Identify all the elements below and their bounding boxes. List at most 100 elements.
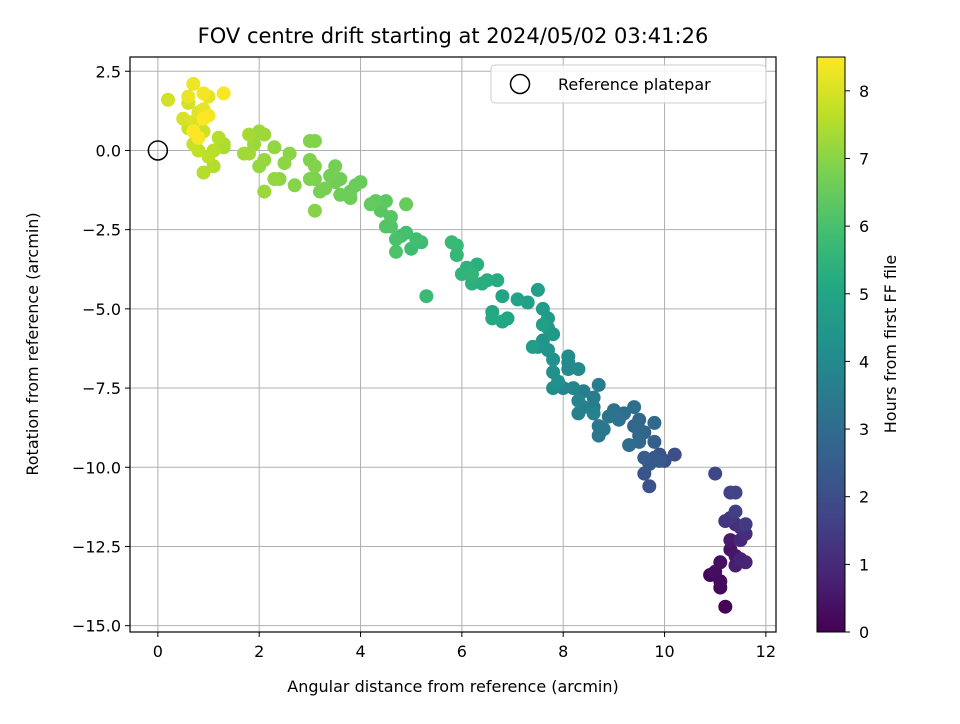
y-tick-label-2: −2.5 <box>82 221 121 240</box>
data-point-75 <box>535 317 550 332</box>
data-point-86 <box>475 276 490 291</box>
data-point-148 <box>211 130 226 145</box>
data-point-166 <box>216 86 231 101</box>
colorbar-tick-label-7: 7 <box>859 149 869 168</box>
colorbar-tick-label-8: 8 <box>859 82 869 101</box>
data-point-56 <box>571 393 586 408</box>
legend-marker-reference <box>509 73 531 95</box>
data-point-18 <box>738 517 753 532</box>
axes-frame <box>129 56 777 633</box>
data-point-127 <box>307 134 322 148</box>
data-point-57 <box>566 381 581 396</box>
data-point-21 <box>728 485 743 500</box>
data-point-164 <box>196 86 211 101</box>
data-point-137 <box>257 184 272 199</box>
y-tick-label-6: −12.5 <box>72 537 121 556</box>
data-point-143 <box>242 127 257 142</box>
x-tick-label-0: 0 <box>153 642 163 661</box>
legend-entry-reference: Reference platepar <box>558 75 711 94</box>
data-point-168 <box>186 124 201 139</box>
data-point-142 <box>237 146 251 161</box>
data-point-94 <box>444 235 459 250</box>
data-point-48 <box>596 422 611 437</box>
data-point-37 <box>632 422 647 437</box>
y-tick-label-1: 0.0 <box>96 141 121 160</box>
data-point-147 <box>196 165 211 180</box>
colorbar-tick-label-2: 2 <box>859 488 869 507</box>
data-point-45 <box>601 409 616 424</box>
data-point-169 <box>196 111 211 126</box>
colorbar-tick-label-5: 5 <box>859 285 869 304</box>
data-point-61 <box>571 362 586 377</box>
x-tick-label-2: 4 <box>355 642 365 661</box>
y-tick-label-7: −15.0 <box>72 617 121 636</box>
y-tick-label-5: −10.0 <box>72 458 121 477</box>
data-point-42 <box>627 400 642 415</box>
data-point-65 <box>551 374 566 389</box>
data-point-110 <box>399 197 414 212</box>
data-point-139 <box>257 127 272 142</box>
colorbar-tick-label-4: 4 <box>859 352 869 371</box>
data-point-150 <box>201 149 216 164</box>
data-point-60 <box>561 362 576 377</box>
data-point-71 <box>546 327 561 342</box>
data-point-73 <box>535 301 550 316</box>
y-axis-label: Rotation from reference (arcmin) <box>23 212 42 475</box>
y-tick-label-0: 2.5 <box>96 62 121 81</box>
data-point-78 <box>510 292 525 307</box>
x-tick-label-5: 10 <box>654 642 674 661</box>
legend: Reference platepar <box>490 64 767 104</box>
data-point-51 <box>591 377 606 392</box>
colorbar-tick-label-3: 3 <box>859 420 869 439</box>
data-point-76 <box>530 282 545 297</box>
reference-platepar-marker <box>147 140 169 161</box>
plot-area: 0 2 4 6 8 10 12 2.5 0.0 −2.5 −5.0 −7.5 −10.0 −12.5 −15… <box>72 56 777 661</box>
data-point-26 <box>642 479 657 494</box>
data-point-107 <box>378 194 393 209</box>
data-point-84 <box>490 273 505 288</box>
data-point-131 <box>277 156 292 171</box>
data-point-11 <box>738 555 753 570</box>
data-point-79 <box>495 289 510 304</box>
colorbar-tick-label-6: 6 <box>859 217 869 236</box>
data-point-38 <box>647 415 662 430</box>
colorbar-tick-label-1: 1 <box>859 555 869 574</box>
data-point-102 <box>389 244 403 259</box>
x-tick-label-4: 8 <box>558 642 568 661</box>
x-tick-label-3: 6 <box>457 642 467 661</box>
data-point-23 <box>667 447 682 462</box>
y-tick-label-4: −7.5 <box>82 379 121 398</box>
data-point-0 <box>718 599 733 614</box>
x-tick-label-1: 2 <box>254 642 264 661</box>
chart-title: FOV centre drift starting at 2024/05/02 … <box>198 24 709 48</box>
data-point-163 <box>186 76 201 91</box>
data-point-62 <box>561 349 576 364</box>
data-point-91 <box>465 267 479 281</box>
data-point-128 <box>307 203 322 218</box>
x-axis-label: Angular distance from reference (arcmin) <box>287 677 618 696</box>
data-point-119 <box>328 159 343 174</box>
data-point-90 <box>454 267 469 281</box>
data-point-125 <box>307 159 322 174</box>
data-point-50 <box>586 390 601 405</box>
data-point-95 <box>419 289 434 304</box>
data-point-83 <box>485 311 500 326</box>
data-point-40 <box>622 438 637 453</box>
colorbar: 0 1 2 3 4 5 6 7 8 <box>816 56 869 642</box>
colorbar-tick-label-0: 0 <box>859 623 869 642</box>
data-point-136 <box>252 159 267 174</box>
data-point-31 <box>637 450 652 465</box>
data-point-123 <box>302 172 317 186</box>
data-point-19 <box>728 504 743 519</box>
data-point-115 <box>333 187 348 202</box>
data-point-101 <box>389 232 403 247</box>
data-point-54 <box>571 406 586 421</box>
data-point-134 <box>267 140 282 155</box>
data-point-109 <box>363 197 378 212</box>
data-point-121 <box>313 184 327 199</box>
legend-box <box>490 64 767 104</box>
data-point-162 <box>181 89 196 104</box>
x-tick-label-6: 12 <box>756 642 776 661</box>
data-point-8 <box>723 533 738 548</box>
